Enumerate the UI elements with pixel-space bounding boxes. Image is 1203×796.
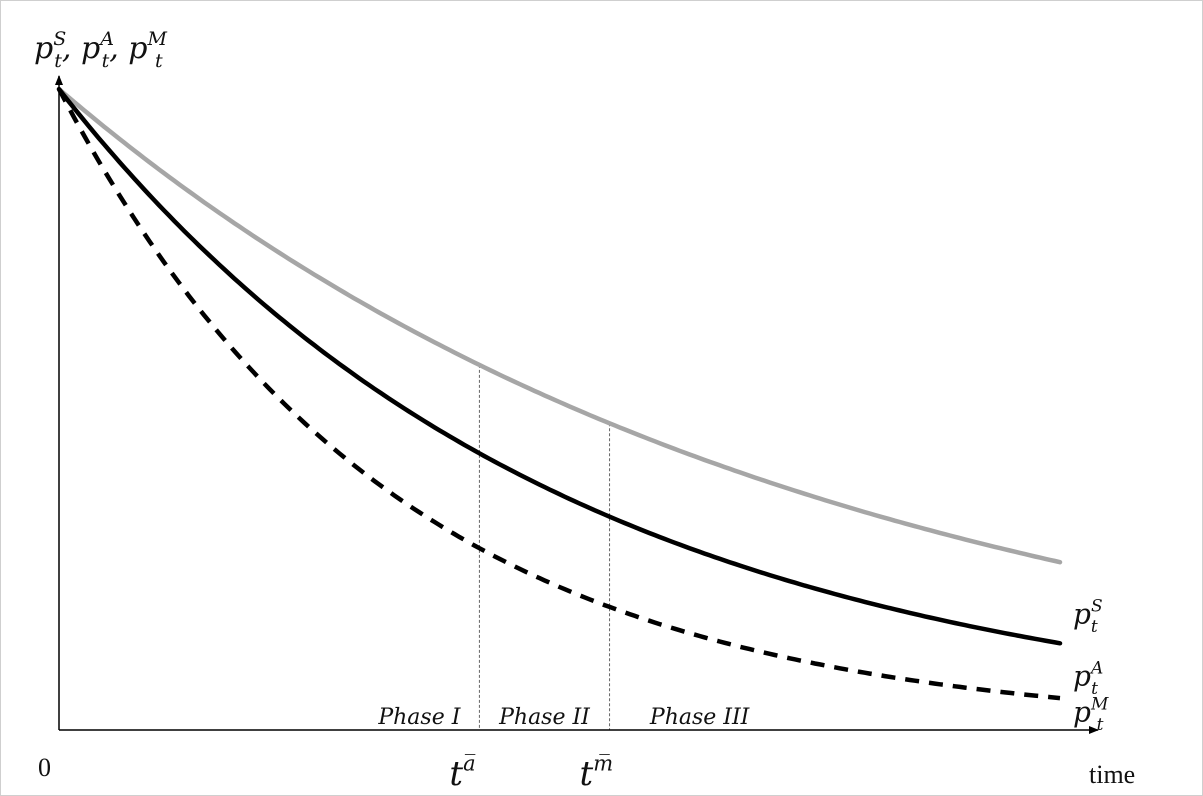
series-label-s: pS t bbox=[1073, 597, 1103, 637]
phase-label: Phase II bbox=[498, 705, 591, 730]
series-label-a-sup: A bbox=[1089, 659, 1103, 679]
series-label-s-sup: S bbox=[1091, 597, 1103, 617]
y-axis-label: pS t, pA t, pM t bbox=[34, 28, 168, 72]
marker-label: tm̅ bbox=[580, 752, 614, 794]
marker-label-1-sup: m̅ bbox=[593, 752, 613, 776]
price-curves bbox=[56, 86, 1063, 701]
series-line-m bbox=[57, 88, 1061, 701]
phase-label: Phase I bbox=[377, 705, 461, 730]
series-line-s bbox=[56, 86, 1063, 565]
marker-label-0-base: t bbox=[449, 754, 463, 794]
series-label-m-sub: t bbox=[1097, 715, 1104, 735]
phase-labels: Phase I Phase II Phase III bbox=[377, 705, 750, 730]
phase-label: Phase III bbox=[649, 705, 751, 730]
y-label-sep: , bbox=[62, 31, 81, 66]
y-label-base: p bbox=[81, 31, 100, 66]
y-label-sup: S bbox=[53, 28, 66, 50]
series-label-a: pA t bbox=[1073, 659, 1103, 699]
marker-labels: ta̅ tm̅ bbox=[449, 752, 613, 794]
series-label-m: pM t bbox=[1073, 695, 1109, 735]
y-label-sep: , bbox=[109, 31, 128, 66]
y-label-base: p bbox=[34, 31, 53, 66]
axes bbox=[55, 75, 1099, 734]
series-label-s-sub: t bbox=[1091, 617, 1098, 637]
marker-label-1-base: t bbox=[580, 754, 594, 794]
series-label-a-base: p bbox=[1073, 659, 1091, 692]
marker-label-0-sup: a̅ bbox=[463, 752, 476, 776]
y-label-sup: M bbox=[147, 28, 168, 50]
y-label-sub: t bbox=[54, 50, 62, 72]
series-line-a bbox=[56, 86, 1063, 646]
marker-label: ta̅ bbox=[449, 752, 475, 794]
y-label-sub: t bbox=[102, 50, 110, 72]
series-label-m-base: p bbox=[1073, 695, 1091, 728]
x-axis-label: time bbox=[1089, 760, 1135, 789]
series-labels: pS tpA tpM t bbox=[1073, 597, 1109, 735]
chart-labels: pS t, pA t, pM t 0 time bbox=[34, 28, 1135, 789]
y-label-sub: t bbox=[155, 50, 163, 72]
y-label-base: p bbox=[128, 31, 147, 66]
series-label-m-sup: M bbox=[1090, 695, 1109, 715]
series-label-s-base: p bbox=[1073, 597, 1091, 630]
phase-guides bbox=[478, 364, 611, 730]
origin-label: 0 bbox=[38, 753, 51, 782]
series-label-a-sub: t bbox=[1091, 679, 1098, 699]
y-label-sup: A bbox=[98, 28, 113, 50]
